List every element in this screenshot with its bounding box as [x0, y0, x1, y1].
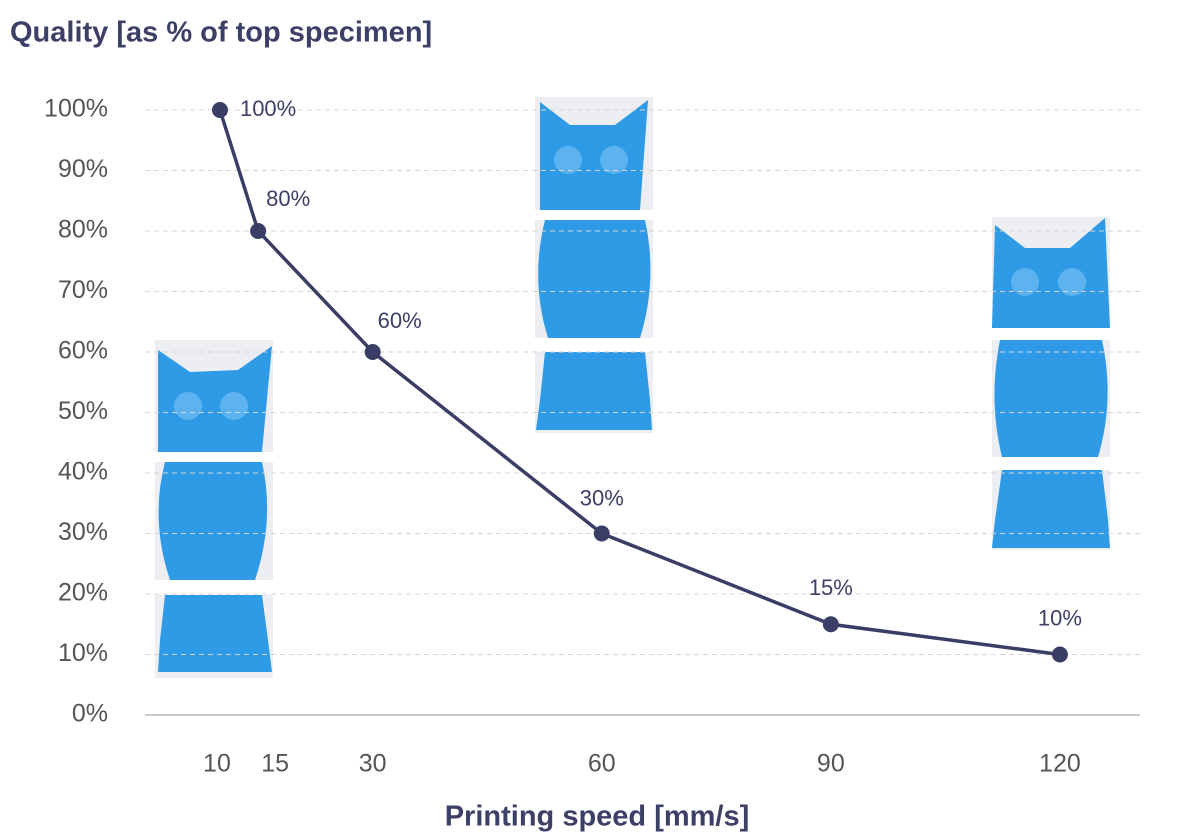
- y-tick-label: 60%: [58, 337, 108, 365]
- y-tick-label: 100%: [44, 95, 108, 123]
- point: [594, 526, 610, 542]
- x-tick-label: 30: [359, 750, 387, 778]
- x-axis-title: Printing speed [mm/s]: [445, 801, 750, 833]
- x-tick-label: 90: [817, 750, 845, 778]
- chart: Quality [as % of top specimen] Printing …: [0, 0, 1181, 836]
- x-tick-label: 120: [1039, 750, 1081, 778]
- x-tick-label: 15: [261, 750, 289, 778]
- data-label: 15%: [809, 575, 853, 600]
- x-tick-label: 10: [203, 750, 231, 778]
- y-tick-label: 50%: [58, 397, 108, 425]
- data-label: 10%: [1038, 605, 1082, 630]
- point: [365, 344, 381, 360]
- x-tick-label: 60: [588, 750, 616, 778]
- data-label: 30%: [580, 485, 624, 510]
- y-tick-label: 90%: [58, 155, 108, 183]
- y-tick-label: 80%: [58, 216, 108, 244]
- point: [1052, 647, 1068, 663]
- point: [212, 102, 228, 118]
- point: [250, 223, 266, 239]
- point: [823, 616, 839, 632]
- chart-title: Quality [as % of top specimen]: [10, 17, 432, 49]
- y-tick-label: 30%: [58, 518, 108, 546]
- data-label: 100%: [240, 96, 296, 121]
- owl-photo: [155, 340, 273, 678]
- y-tick-label: 70%: [58, 276, 108, 304]
- data-label: 80%: [266, 186, 310, 211]
- y-tick-label: 40%: [58, 458, 108, 486]
- y-tick-label: 0%: [72, 700, 108, 728]
- y-tick-label: 20%: [58, 579, 108, 607]
- data-label: 60%: [378, 308, 422, 333]
- owl-photos: [155, 97, 1110, 678]
- owl-photo: [992, 217, 1110, 550]
- y-tick-label: 10%: [58, 639, 108, 667]
- owl-photo: [535, 97, 653, 433]
